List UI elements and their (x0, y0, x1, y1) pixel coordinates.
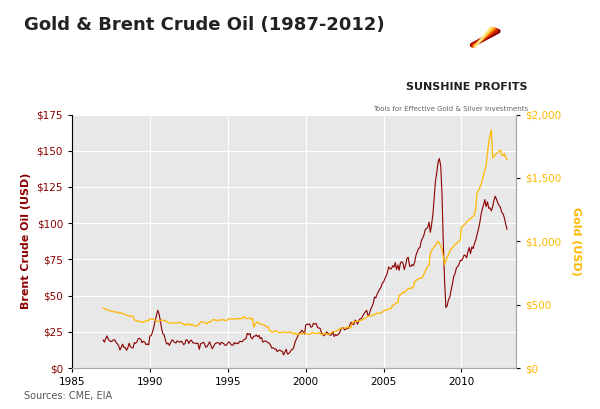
Text: Tools for Effective Gold & Silver Investments: Tools for Effective Gold & Silver Invest… (373, 106, 528, 112)
Text: Gold & Brent Crude Oil (1987-2012): Gold & Brent Crude Oil (1987-2012) (24, 16, 385, 34)
Text: Sources: CME, EIA: Sources: CME, EIA (24, 391, 112, 401)
Text: SUNSHINE PROFITS: SUNSHINE PROFITS (407, 82, 528, 92)
Y-axis label: Gold (USD): Gold (USD) (571, 207, 581, 276)
Y-axis label: Brent Crude Oil (USD): Brent Crude Oil (USD) (21, 173, 31, 310)
